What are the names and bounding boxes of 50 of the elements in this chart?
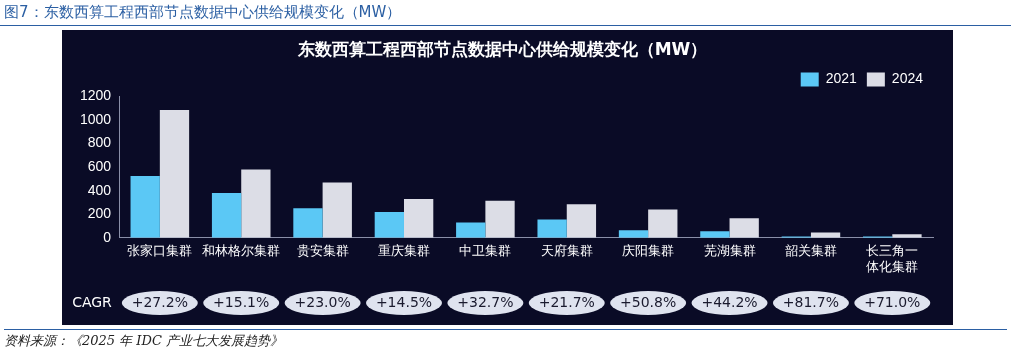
bar — [648, 209, 678, 238]
y-tick-label: 800 — [87, 134, 112, 151]
chart-title: 图7：东数西算工程西部节点数据中心供给规模变化（MW） — [0, 0, 1011, 26]
bar — [293, 208, 323, 238]
text: +32.7% — [457, 293, 514, 310]
x-tick-label: 天府集群 — [540, 243, 593, 259]
y-tick-label: 600 — [87, 157, 112, 174]
bar — [130, 175, 160, 238]
legend-label: 2021 — [825, 70, 858, 87]
bar — [374, 211, 404, 238]
text: CAGR — [72, 293, 113, 310]
legend-label: 2024 — [891, 70, 924, 87]
text: +27.2% — [131, 293, 188, 310]
x-tick-label: 重庆集群 — [377, 243, 430, 259]
chart-subtitle: 东数西算工程西部节点数据中心供给规模变化（MW） — [296, 38, 708, 59]
text: +71.0% — [864, 293, 921, 310]
bar — [485, 200, 515, 238]
bar — [456, 222, 486, 238]
y-tick-label: 0 — [103, 228, 112, 245]
x-tick-label: 贵安集群 — [296, 243, 349, 259]
x-tick-label: 芜湖集群 — [703, 243, 756, 259]
bar — [537, 219, 567, 238]
text: +14.5% — [375, 293, 433, 310]
x-tick-label: 张家口集群 — [127, 243, 193, 259]
y-tick-label: 1200 — [79, 87, 112, 104]
y-tick-label: 1000 — [79, 110, 112, 127]
text: +50.8% — [620, 293, 677, 310]
x-tick-label: 庆阳集群 — [622, 243, 675, 259]
bar — [403, 198, 434, 238]
text: +21.7% — [538, 293, 595, 310]
x-tick-label: 韶关集群 — [784, 243, 837, 259]
text: +15.1% — [213, 293, 270, 310]
bar — [322, 182, 352, 238]
x-tick-label: 长三角一体化集群 — [866, 243, 919, 274]
y-tick-label: 200 — [87, 205, 112, 222]
text: +44.2% — [701, 293, 758, 310]
x-tick-label: 中卫集群 — [459, 243, 512, 259]
bar — [618, 230, 649, 238]
x-tick-label: 和林格尔集群 — [202, 243, 281, 259]
y-tick-label: 400 — [87, 181, 112, 198]
bar — [566, 204, 597, 238]
text: +23.0% — [294, 293, 351, 310]
bar — [810, 232, 841, 238]
bar — [729, 218, 759, 238]
bar — [700, 231, 730, 238]
bar — [211, 193, 242, 238]
bar — [241, 169, 271, 238]
text: 资料来源：《2025 年 IDC 产业七大发展趋势》 — [4, 329, 1007, 350]
text: +81.7% — [782, 293, 840, 310]
bar — [159, 109, 190, 238]
